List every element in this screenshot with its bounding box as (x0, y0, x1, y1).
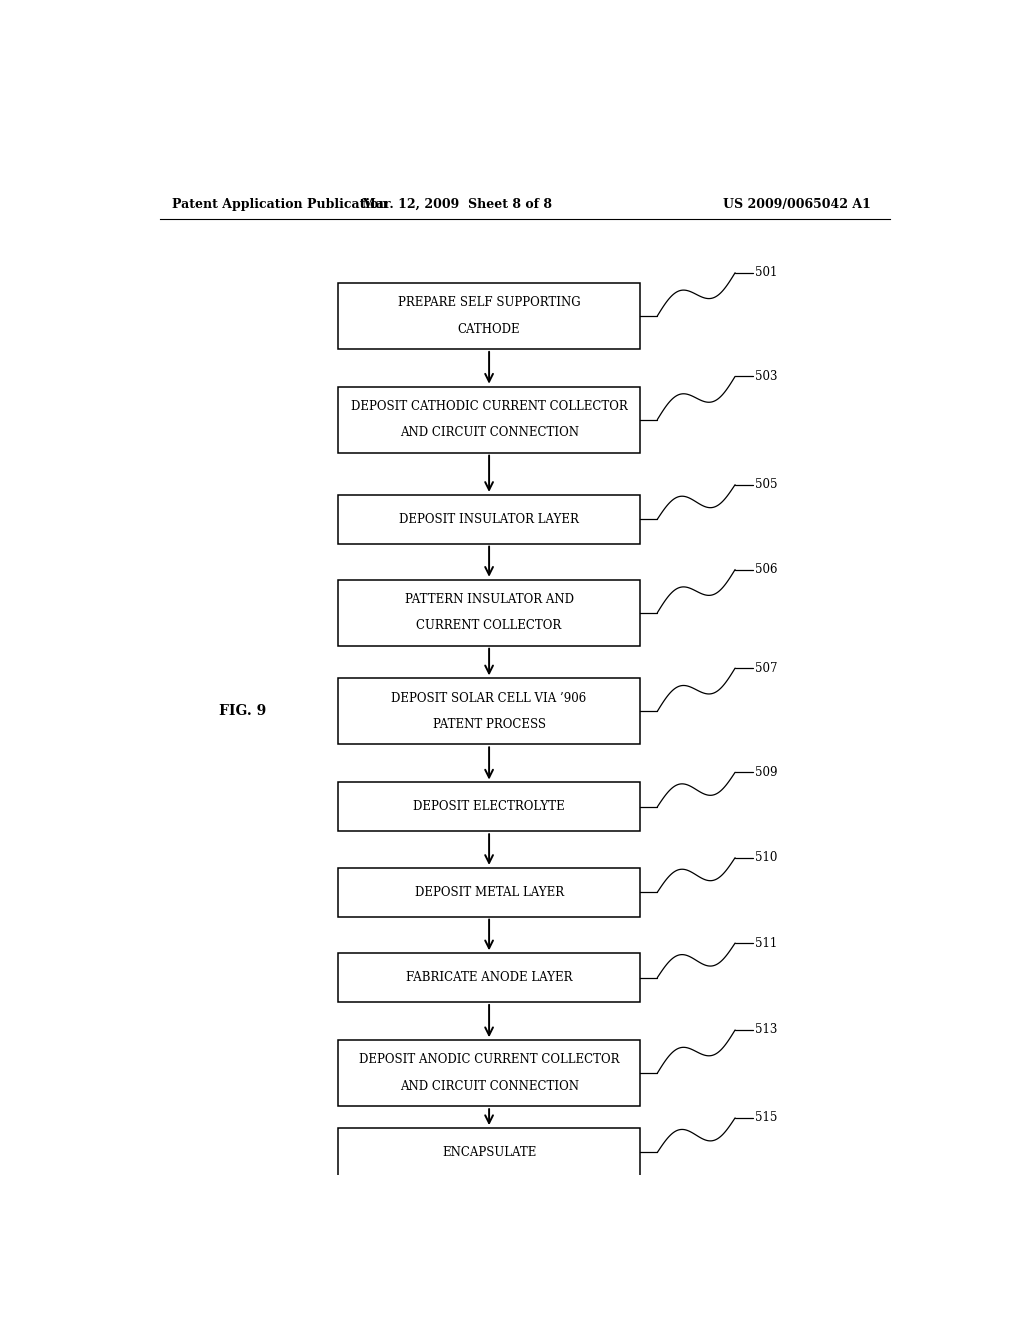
Text: US 2009/0065042 A1: US 2009/0065042 A1 (723, 198, 871, 211)
Text: 503: 503 (755, 370, 777, 383)
Text: 513: 513 (755, 1023, 777, 1036)
Bar (338, 387, 640, 453)
Text: PATENT PROCESS: PATENT PROCESS (432, 718, 546, 731)
Bar (338, 783, 640, 832)
Bar (338, 282, 640, 348)
Text: CURRENT COLLECTOR: CURRENT COLLECTOR (417, 619, 562, 632)
Text: DEPOSIT METAL LAYER: DEPOSIT METAL LAYER (415, 886, 563, 899)
Text: AND CIRCUIT CONNECTION: AND CIRCUIT CONNECTION (399, 1080, 579, 1093)
Text: Patent Application Publication: Patent Application Publication (172, 198, 387, 211)
Text: DEPOSIT ANODIC CURRENT COLLECTOR: DEPOSIT ANODIC CURRENT COLLECTOR (358, 1053, 620, 1067)
Text: DEPOSIT ELECTROLYTE: DEPOSIT ELECTROLYTE (414, 800, 565, 813)
Text: 507: 507 (755, 661, 777, 675)
Bar (338, 678, 640, 744)
Text: ENCAPSULATE: ENCAPSULATE (442, 1146, 537, 1159)
Text: AND CIRCUIT CONNECTION: AND CIRCUIT CONNECTION (399, 426, 579, 440)
Text: CATHODE: CATHODE (458, 322, 520, 335)
Bar (338, 1129, 640, 1177)
Text: 511: 511 (755, 937, 777, 949)
Text: PREPARE SELF SUPPORTING: PREPARE SELF SUPPORTING (397, 296, 581, 309)
Text: DEPOSIT CATHODIC CURRENT COLLECTOR: DEPOSIT CATHODIC CURRENT COLLECTOR (350, 400, 628, 413)
Bar (338, 953, 640, 1002)
Bar (338, 495, 640, 544)
Bar (338, 867, 640, 916)
Text: 510: 510 (755, 851, 777, 865)
Text: FIG. 9: FIG. 9 (219, 705, 266, 718)
Bar (338, 1040, 640, 1106)
Text: Mar. 12, 2009  Sheet 8 of 8: Mar. 12, 2009 Sheet 8 of 8 (362, 198, 552, 211)
Bar (338, 579, 640, 645)
Text: 506: 506 (755, 564, 777, 576)
Text: FABRICATE ANODE LAYER: FABRICATE ANODE LAYER (406, 972, 572, 985)
Text: 501: 501 (755, 267, 777, 280)
Text: PATTERN INSULATOR AND: PATTERN INSULATOR AND (404, 593, 573, 606)
Text: 509: 509 (755, 766, 777, 779)
Text: 515: 515 (755, 1111, 777, 1125)
Text: 505: 505 (755, 478, 777, 491)
Text: DEPOSIT SOLAR CELL VIA ’906: DEPOSIT SOLAR CELL VIA ’906 (391, 692, 587, 705)
Text: DEPOSIT INSULATOR LAYER: DEPOSIT INSULATOR LAYER (399, 512, 579, 525)
